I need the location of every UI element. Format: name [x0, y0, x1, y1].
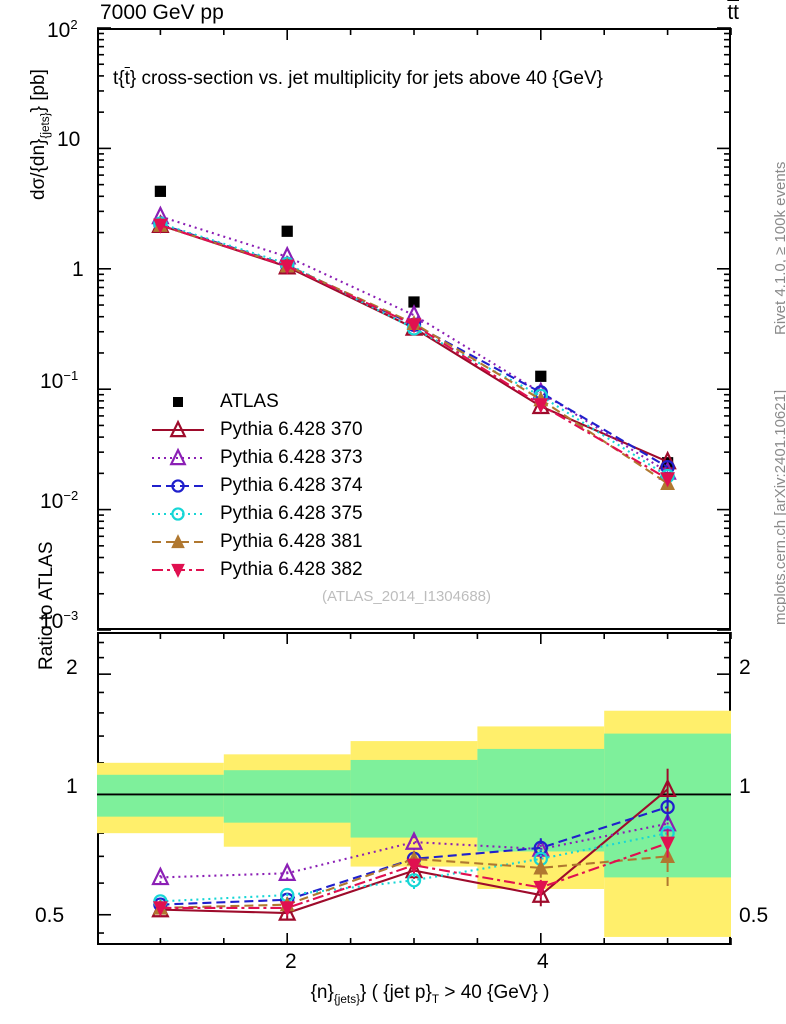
main-ytick-1e-1: 10−1	[40, 368, 79, 393]
ratio-series-4	[153, 821, 675, 909]
legend-marker-triangle-up-icon	[150, 418, 206, 442]
legend-marker-square-icon	[150, 390, 206, 414]
legend-marker-triangle-up-f-icon	[150, 530, 206, 554]
legend-marker-triangle-up-icon	[150, 446, 206, 470]
data-marker	[171, 563, 185, 578]
data-marker	[171, 479, 185, 493]
ratio-series-2	[151, 811, 677, 886]
data-marker	[535, 370, 547, 382]
legend-label: ATLAS	[220, 391, 279, 412]
data-marker	[171, 507, 185, 521]
data-marker	[404, 831, 424, 850]
data-marker	[404, 859, 424, 879]
data-marker	[660, 472, 675, 488]
legend-entry[interactable]: Pythia 6.428 382	[150, 556, 363, 584]
ratio-ytick-05-right: 0.5	[739, 904, 769, 927]
ratio-ytick-2-right: 2	[739, 656, 751, 679]
data-marker	[406, 873, 422, 888]
legend-entry[interactable]: Pythia 6.428 374	[150, 472, 363, 500]
series-line	[160, 822, 668, 879]
data-marker	[533, 840, 548, 856]
data-marker	[279, 259, 295, 275]
legend-marker-triangle-dn-f-icon	[150, 558, 206, 582]
plot-title: t{t} cross-section vs. jet multiplicity …	[113, 68, 604, 89]
legend-marker-circle-icon	[150, 474, 206, 498]
data-marker	[406, 858, 422, 874]
main-series-6	[153, 218, 675, 488]
data-marker	[278, 862, 297, 882]
xtick-4: 4	[537, 950, 549, 973]
x-axis-label: {n}{jets}} ( {jet p}T > 40 {GeV} )	[310, 982, 550, 1006]
data-marker	[173, 397, 183, 407]
data-marker	[660, 836, 675, 852]
data-marker	[153, 218, 168, 234]
main-ytick-10: 10	[57, 128, 81, 151]
legend: ATLAS Pythia 6.428 370 Pythia 6.428 373 Pyt…	[150, 388, 363, 584]
data-marker	[533, 398, 549, 414]
data-marker	[151, 866, 170, 886]
legend-label: Pythia 6.428 370	[220, 419, 363, 440]
data-marker	[531, 884, 550, 903]
ratio-ytick-2-left: 2	[66, 656, 78, 679]
legend-entry[interactable]: Pythia 6.428 370	[150, 416, 363, 444]
legend-entry[interactable]: Pythia 6.428 375	[150, 500, 363, 528]
ratio-ytick-1-right: 1	[739, 775, 751, 798]
legend-entry[interactable]: Pythia 6.428 373	[150, 444, 363, 472]
data-marker	[533, 880, 549, 897]
legend-entry[interactable]: Pythia 6.428 381	[150, 528, 363, 556]
series-line	[160, 832, 668, 903]
data-marker	[169, 447, 187, 466]
data-marker	[171, 534, 185, 549]
main-ytick-1e2: 102	[47, 17, 78, 42]
legend-label: Pythia 6.428 382	[220, 559, 363, 580]
data-marker	[658, 778, 677, 798]
data-marker	[660, 799, 675, 815]
data-marker	[154, 185, 167, 197]
data-marker	[406, 318, 422, 334]
xtick-2: 2	[285, 950, 297, 973]
ratio-series-6	[153, 829, 675, 917]
data-marker	[279, 901, 295, 917]
data-marker	[408, 296, 420, 308]
main-axis-ticks	[97, 27, 732, 631]
legend-label: Pythia 6.428 381	[220, 531, 363, 552]
data-marker	[281, 225, 293, 237]
main-ytick-1: 1	[72, 258, 84, 281]
series-line	[160, 842, 668, 909]
series-line	[160, 855, 668, 909]
series-line	[160, 222, 669, 477]
main-ytick-1e-2: 10−2	[40, 488, 79, 513]
legend-entry[interactable]: ATLAS	[150, 388, 363, 416]
data-marker	[153, 901, 168, 917]
legend-label: Pythia 6.428 374	[220, 475, 363, 496]
legend-marker-circle-icon	[150, 502, 206, 526]
process-label: tt	[727, 1, 739, 24]
ratio-ytick-1-left: 1	[66, 775, 78, 798]
data-marker	[278, 901, 297, 921]
data-marker	[169, 419, 187, 438]
legend-label: Pythia 6.428 373	[220, 447, 363, 468]
data-marker	[533, 859, 549, 875]
data-marker	[658, 450, 677, 470]
main-ytick-1e-3: 10−3	[40, 608, 79, 633]
ratio-ytick-05-left: 0.5	[35, 904, 65, 927]
legend-label: Pythia 6.428 375	[220, 503, 363, 524]
analysis-watermark: (ATLAS_2014_I1304688)	[322, 588, 492, 605]
beam-label: 7000 GeV pp	[100, 1, 224, 24]
